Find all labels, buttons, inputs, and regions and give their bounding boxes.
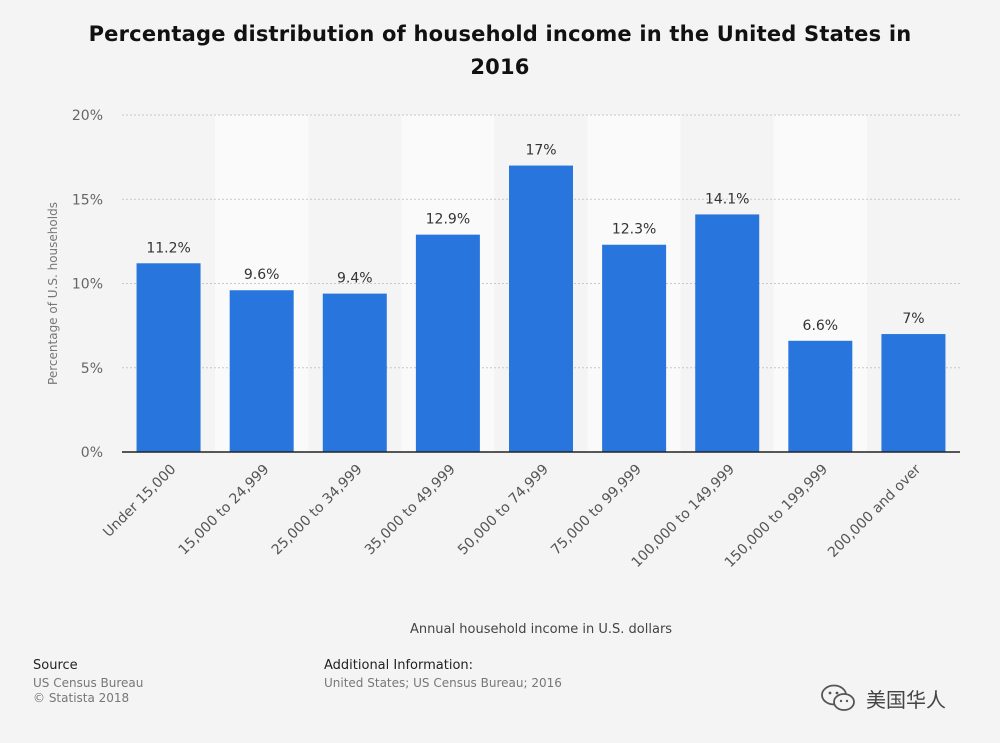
x-tick-label: 25,000 to 34,999	[269, 462, 366, 559]
source-line: US Census Bureau	[33, 676, 144, 690]
data-label: 9.4%	[337, 271, 373, 287]
additional-info-text: United States; US Census Bureau; 2016	[324, 676, 562, 690]
data-label: 14.1%	[705, 191, 749, 207]
data-label: 6.6%	[803, 318, 839, 334]
data-label: 11.2%	[146, 240, 190, 256]
x-tick-label: 100,000 to 149,999	[629, 462, 738, 571]
bar	[136, 263, 201, 452]
y-tick-label: 10%	[72, 277, 103, 293]
bar	[415, 234, 480, 452]
y-axis-label: Percentage of U.S. households	[46, 202, 60, 385]
data-label: 12.3%	[612, 222, 656, 238]
x-tick-label: 150,000 to 199,999	[722, 462, 831, 571]
bar	[322, 293, 387, 452]
wechat-icon	[821, 684, 855, 711]
x-tick-label: 15,000 to 24,999	[176, 462, 273, 559]
x-tick-label: 50,000 to 74,999	[455, 462, 552, 559]
data-label: 17%	[525, 143, 556, 159]
bar	[602, 244, 667, 452]
y-tick-label: 5%	[81, 361, 103, 377]
data-label: 9.6%	[244, 267, 280, 283]
data-label: 7%	[902, 311, 924, 327]
x-axis-label: Annual household income in U.S. dollars	[410, 622, 672, 637]
x-tick-label: 35,000 to 49,999	[362, 462, 459, 559]
bar	[229, 290, 294, 452]
y-tick-label: 20%	[72, 108, 103, 124]
watermark-text: 美国华人	[866, 687, 946, 712]
watermark: 美国华人	[820, 680, 946, 716]
chart-title: Percentage distribution of household inc…	[88, 22, 912, 79]
bar	[881, 334, 946, 452]
source-heading: Source	[33, 658, 78, 673]
x-tick-label: 75,000 to 99,999	[548, 462, 645, 559]
bar	[788, 340, 853, 452]
x-tick-label: Under 15,000	[100, 462, 179, 541]
additional-info-heading: Additional Information:	[324, 658, 474, 673]
bar	[695, 214, 760, 452]
x-tick-label: 200,000 and over	[825, 461, 924, 560]
copyright-line: © Statista 2018	[33, 691, 130, 705]
y-tick-label: 15%	[72, 192, 103, 208]
bar-chart: 0% 5% 10% 15% 20% 11.2% Under 15,000 9.6% 15,000…	[46, 108, 960, 637]
bar	[509, 165, 573, 453]
data-label: 12.9%	[426, 212, 470, 228]
y-tick-label: 0%	[81, 445, 103, 461]
